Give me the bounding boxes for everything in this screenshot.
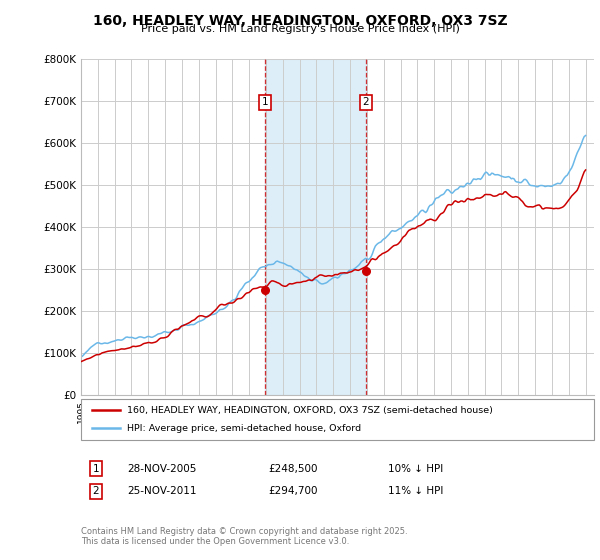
Text: HPI: Average price, semi-detached house, Oxford: HPI: Average price, semi-detached house,… <box>127 424 361 433</box>
Point <box>361 267 370 276</box>
Text: 28-NOV-2005: 28-NOV-2005 <box>127 464 197 474</box>
Text: 2: 2 <box>92 486 100 496</box>
Text: Price paid vs. HM Land Registry's House Price Index (HPI): Price paid vs. HM Land Registry's House … <box>140 24 460 34</box>
Text: 25-NOV-2011: 25-NOV-2011 <box>127 486 197 496</box>
Text: 1: 1 <box>262 97 268 108</box>
Point <box>260 286 269 295</box>
Text: 2: 2 <box>362 97 369 108</box>
Bar <box>265 59 365 395</box>
Text: 160, HEADLEY WAY, HEADINGTON, OXFORD, OX3 7SZ (semi-detached house): 160, HEADLEY WAY, HEADINGTON, OXFORD, OX… <box>127 405 493 414</box>
Text: Contains HM Land Registry data © Crown copyright and database right 2025.
This d: Contains HM Land Registry data © Crown c… <box>81 526 407 546</box>
Text: £248,500: £248,500 <box>268 464 318 474</box>
Text: £294,700: £294,700 <box>268 486 318 496</box>
Text: 11% ↓ HPI: 11% ↓ HPI <box>388 486 443 496</box>
Text: 160, HEADLEY WAY, HEADINGTON, OXFORD, OX3 7SZ: 160, HEADLEY WAY, HEADINGTON, OXFORD, OX… <box>92 14 508 28</box>
Text: 10% ↓ HPI: 10% ↓ HPI <box>388 464 443 474</box>
Text: 1: 1 <box>92 464 100 474</box>
